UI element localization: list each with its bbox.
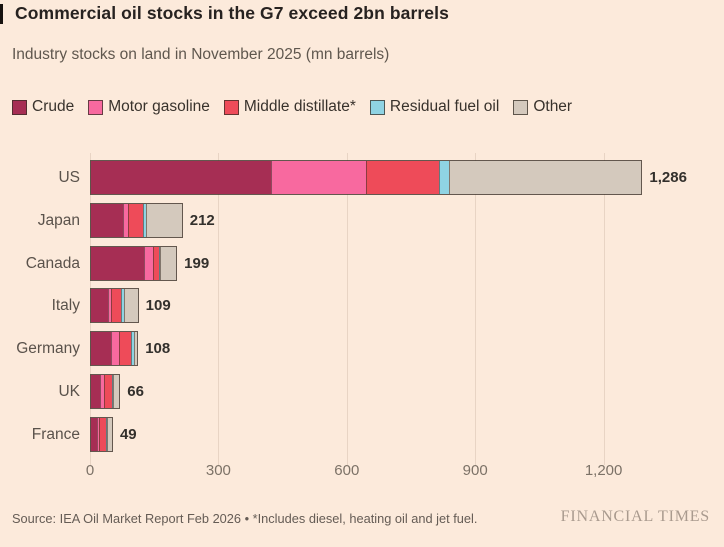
bar-row-japan: Japan 212 <box>0 203 724 238</box>
stacked-bar-uk <box>90 374 121 409</box>
legend-item-residual_fuel_oil: Residual fuel oil <box>369 98 500 116</box>
bar-total-label: 1,286 <box>649 169 687 186</box>
bar-segment-crude <box>91 375 100 408</box>
bar-segment-middle_distillate <box>103 375 113 408</box>
bar-segment-motor_gasoline <box>271 161 367 194</box>
legend-item-motor_gasoline: Motor gasoline <box>88 98 210 116</box>
bar-row-germany: Germany 108 <box>0 331 724 366</box>
bar-segment-crude <box>91 418 98 451</box>
legend-swatch-crude <box>12 99 27 115</box>
legend-swatch-motor_gasoline <box>88 99 104 115</box>
bar-total-label: 66 <box>127 383 144 400</box>
bar-segment-other <box>113 375 120 408</box>
legend-swatch-other <box>513 99 529 115</box>
bar-row-italy: Italy 109 <box>0 288 724 323</box>
stacked-bar-italy <box>90 288 139 323</box>
x-tick-label: 1,200 <box>584 462 623 479</box>
bar-total-label: 109 <box>145 297 171 314</box>
bar-segment-motor_gasoline <box>107 289 112 322</box>
legend-swatch-residual_fuel_oil <box>369 99 385 115</box>
bar-segment-middle_distillate <box>119 332 131 365</box>
category-label: Germany <box>16 340 80 357</box>
category-label: Italy <box>51 297 80 314</box>
legend-label: Residual fuel oil <box>389 98 500 115</box>
legend-label: Crude <box>32 98 75 115</box>
x-tick-label: 600 <box>334 462 360 479</box>
gridline-900 <box>475 153 477 465</box>
source-note: Source: IEA Oil Market Report Feb 2026 •… <box>12 511 478 526</box>
category-label: Japan <box>37 212 80 229</box>
bar-segment-crude <box>91 332 112 365</box>
bar-segment-crude <box>91 204 123 237</box>
legend-item-other: Other <box>513 98 572 116</box>
chart-subtitle: Industry stocks on land in November 2025… <box>12 46 390 63</box>
bar-segment-other <box>133 332 138 365</box>
bar-segment-middle_distillate <box>127 204 143 237</box>
bar-segment-motor_gasoline <box>144 247 153 280</box>
bar-segment-middle_distillate <box>111 289 121 322</box>
legend-item-crude: Crude <box>12 98 74 116</box>
bar-segment-residual_fuel_oil <box>438 161 450 194</box>
bar-segment-motor_gasoline <box>97 418 99 451</box>
bar-segment-motor_gasoline <box>122 204 128 237</box>
bar-segment-motor_gasoline <box>99 375 104 408</box>
bar-segment-residual_fuel_oil <box>130 332 134 365</box>
gridline-300 <box>218 153 220 465</box>
legend-label: Middle distillate* <box>243 98 356 115</box>
legend-item-middle_distillate: Middle distillate* <box>223 98 356 116</box>
gridline-1,200 <box>603 153 605 465</box>
x-tick-label: 300 <box>205 462 231 479</box>
screenshot-edge-mark <box>0 4 3 24</box>
stacked-bar-germany <box>90 331 139 366</box>
bar-row-us: US 1,286 <box>0 160 724 195</box>
bar-segment-residual_fuel_oil <box>112 375 114 408</box>
chart-title: Commercial oil stocks in the G7 exceed 2… <box>15 3 449 23</box>
stacked-bar-france <box>90 417 113 452</box>
bar-segment-crude <box>91 247 145 280</box>
bar-segment-residual_fuel_oil <box>120 289 125 322</box>
bar-segment-middle_distillate <box>152 247 160 280</box>
bar-segment-residual_fuel_oil <box>106 418 108 451</box>
bar-total-label: 199 <box>184 255 210 272</box>
bar-segment-middle_distillate <box>366 161 439 194</box>
bar-total-label: 108 <box>145 340 171 357</box>
bar-row-france: France 49 <box>0 417 724 452</box>
stacked-bar-japan <box>90 203 183 238</box>
gridline-600 <box>346 153 348 465</box>
category-label: France <box>31 426 80 443</box>
bar-segment-crude <box>91 289 108 322</box>
bar-segment-other <box>145 204 182 237</box>
legend: Crude Motor gasoline Middle distillate* Res… <box>12 98 572 116</box>
bar-row-canada: Canada 199 <box>0 246 724 281</box>
bar-row-uk: UK 66 <box>0 374 724 409</box>
bar-segment-other <box>107 418 112 451</box>
bar-segment-residual_fuel_oil <box>159 247 161 280</box>
bar-total-label: 49 <box>119 426 137 443</box>
category-label: UK <box>58 383 80 400</box>
bar-segment-motor_gasoline <box>111 332 120 365</box>
bar-segment-other <box>124 289 138 322</box>
bar-segment-crude <box>91 161 272 194</box>
legend-label: Motor gasoline <box>108 98 210 115</box>
x-axis: 0 300 600 900 1,200 <box>0 462 724 482</box>
ft-watermark: FINANCIAL TIMES <box>560 508 710 525</box>
x-tick-label: 0 <box>85 462 95 479</box>
x-tick-label: 900 <box>462 462 488 479</box>
bar-segment-other <box>449 161 642 194</box>
category-label: Canada <box>25 255 80 272</box>
legend-label: Other <box>533 98 573 115</box>
bar-segment-other <box>160 247 177 280</box>
bar-total-label: 212 <box>189 212 215 229</box>
category-label: US <box>58 169 80 186</box>
stacked-bar-canada <box>90 246 178 281</box>
legend-swatch-middle_distillate <box>223 99 239 115</box>
bar-segment-middle_distillate <box>98 418 107 451</box>
bar-segment-residual_fuel_oil <box>142 204 146 237</box>
stacked-bar-us <box>90 160 643 195</box>
